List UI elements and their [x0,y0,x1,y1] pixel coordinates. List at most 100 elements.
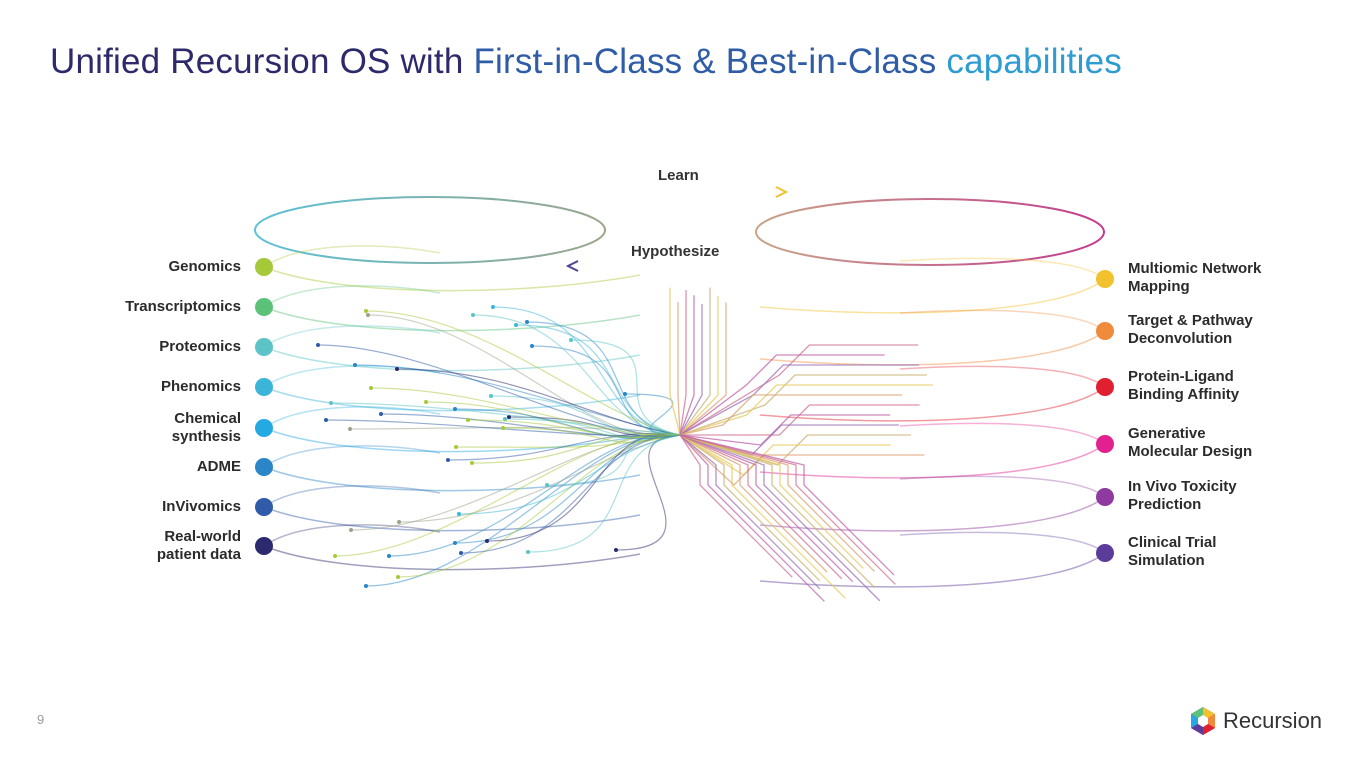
circuit-trace [679,394,903,436]
circuit-trace [679,434,828,573]
right-arc [899,531,1106,554]
left-arc [263,466,641,492]
hub-curve [527,434,681,553]
right-arc [899,422,1106,445]
left-loop-ellipse [254,196,606,264]
curve-end-dot [333,554,337,558]
curve-end-dot [379,412,383,416]
curve-end-dot [457,512,461,516]
circuit-trace [679,434,854,583]
right-item-label: Target & Pathway Deconvolution [1128,312,1253,347]
curve-end-dot [329,401,333,405]
hub-curve [365,434,681,587]
circuit-trace [679,434,925,486]
curve-end-dot [395,367,399,371]
right-arc [759,443,1106,479]
left-item-label: Genomics [168,258,241,275]
circuit-trace [679,354,885,436]
hub-curve [492,306,681,436]
left-arc [263,325,441,348]
right-arc [759,386,1106,422]
circuit-trace [679,287,711,436]
right-arc [759,552,1106,588]
hub-curve [330,402,681,436]
circuit-trace [679,434,821,590]
curve-end-dot [623,392,627,396]
curve-end-dot [316,343,320,347]
left-node-dot [255,498,273,516]
left-item-label: InVivomics [162,498,241,515]
curve-end-dot [459,551,463,555]
curve-end-dot [466,418,470,422]
hub-curve [334,432,681,557]
node-dots [255,258,1114,562]
right-node-dot [1096,270,1114,288]
curve-end-dot [471,313,475,317]
left-arc [263,406,441,429]
left-node-dot [255,298,273,316]
left-arc [263,485,441,508]
slide-title: Unified Recursion OS with First-in-Class… [50,42,1122,82]
curve-end-dot [526,550,530,554]
curve-end-dot [507,415,511,419]
curve-end-dot [489,394,493,398]
left-item-label: Real-world patient data [156,528,241,563]
circuit-trace [679,434,864,569]
right-loop-ellipse [755,198,1105,266]
circuit-trace [679,434,895,576]
left-arc [263,306,641,332]
left-arc [263,524,441,547]
right-arc [899,309,1106,332]
learn-label: Learn [658,167,699,184]
left-item-label: Transcriptomics [125,298,241,315]
curve-end-dot [545,483,549,487]
right-node-dot [1096,544,1114,562]
curve-end-dot [501,426,505,430]
circuit-trace [679,289,687,436]
curve-end-dot [503,417,507,421]
right-item-label: Protein-Ligand Binding Affinity [1128,368,1240,403]
right-arc [899,475,1106,498]
curve-end-dot [353,363,357,367]
curve-end-dot [514,323,518,327]
hub-curve [467,419,681,439]
hub-curve [317,344,681,437]
hexagon-logo-icon [1191,707,1215,735]
hub-curve [546,434,681,486]
left-item-label: Phenomics [160,378,241,395]
circuit-trace [679,434,821,582]
hub-curve [502,427,681,443]
curve-end-dot [446,458,450,462]
recursion-logo: Recursion [1189,706,1322,736]
curve-end-dot [470,461,474,465]
circuit-trace [679,434,793,578]
hub-curve [397,434,681,578]
left-node-dot [255,338,273,356]
curve-end-dot [396,575,400,579]
curve-end-dot [349,528,353,532]
curve-end-dot [369,386,373,390]
right-arc [759,278,1106,314]
circuit-trace [679,434,825,602]
curve-end-dot [491,305,495,309]
circuit-trace [679,434,875,572]
right-node-dot [1096,322,1114,340]
left-node-dot [255,378,273,396]
circuit-trace [679,304,703,436]
right-arc [759,330,1106,366]
curve-end-dot [525,320,529,324]
right-item-label: Multiomic Network Mapping [1128,260,1262,295]
left-arc [263,386,641,412]
curve-end-dot [366,313,370,317]
right-arc [899,257,1106,280]
circuit-trace [679,384,933,436]
hypothesize-arrow [565,260,786,272]
right-node-dot [1096,488,1114,506]
curve-end-dot [397,520,401,524]
circuit-trace [679,434,876,589]
logo-text: Recursion [1223,708,1323,733]
left-item-label: Chemical synthesis [171,410,241,445]
circuit-trace [669,287,681,436]
curve-end-dot [530,344,534,348]
